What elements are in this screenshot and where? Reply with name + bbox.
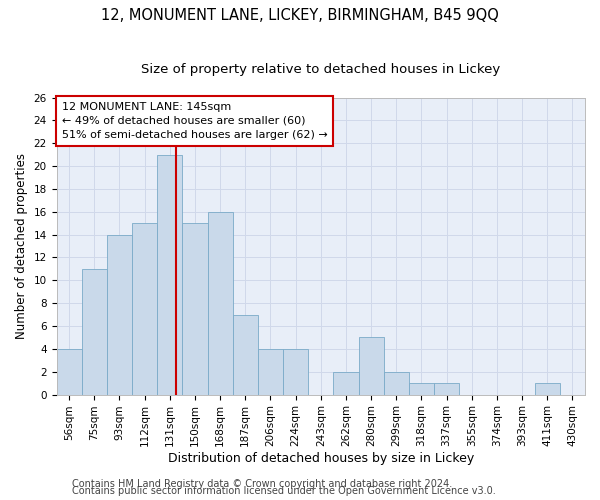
Bar — [258, 349, 283, 395]
Bar — [82, 269, 107, 394]
X-axis label: Distribution of detached houses by size in Lickey: Distribution of detached houses by size … — [167, 452, 474, 465]
Bar — [56, 349, 82, 395]
Bar — [208, 212, 233, 394]
Y-axis label: Number of detached properties: Number of detached properties — [15, 153, 28, 339]
Text: 12 MONUMENT LANE: 145sqm
← 49% of detached houses are smaller (60)
51% of semi-d: 12 MONUMENT LANE: 145sqm ← 49% of detach… — [62, 102, 328, 140]
Text: Contains public sector information licensed under the Open Government Licence v3: Contains public sector information licen… — [72, 486, 496, 496]
Bar — [409, 383, 434, 394]
Bar — [535, 383, 560, 394]
Title: Size of property relative to detached houses in Lickey: Size of property relative to detached ho… — [141, 62, 500, 76]
Bar — [107, 234, 132, 394]
Bar — [182, 223, 208, 394]
Bar — [434, 383, 459, 394]
Bar — [383, 372, 409, 394]
Bar — [359, 338, 383, 394]
Text: Contains HM Land Registry data © Crown copyright and database right 2024.: Contains HM Land Registry data © Crown c… — [72, 479, 452, 489]
Text: 12, MONUMENT LANE, LICKEY, BIRMINGHAM, B45 9QQ: 12, MONUMENT LANE, LICKEY, BIRMINGHAM, B… — [101, 8, 499, 22]
Bar — [283, 349, 308, 395]
Bar — [157, 154, 182, 394]
Bar — [233, 314, 258, 394]
Bar — [132, 223, 157, 394]
Bar — [334, 372, 359, 394]
